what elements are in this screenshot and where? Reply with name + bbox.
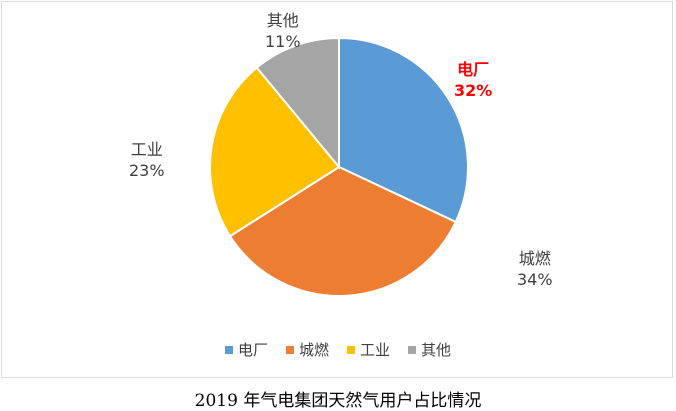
legend-swatch-industry [347,345,355,354]
label-city-gas: 城燃 34% [517,248,553,290]
legend-item-city-gas: 城燃 [285,339,329,360]
label-other: 其他 11% [265,10,301,52]
slice-city-gas [228,165,458,297]
label-city-gas-percent: 34% [517,270,553,289]
label-power-plant: 电厂 32% [454,59,492,101]
legend-label-other: 其他 [421,341,452,359]
label-other-percent: 11% [265,32,301,51]
legend-label-power-plant: 电厂 [237,341,268,359]
label-other-name: 其他 [266,11,299,30]
legend: 电厂 城燃 工业 其他 [2,339,674,360]
legend-item-other: 其他 [408,339,451,360]
chart-area: 电厂 32% 城燃 34% 工业 23% 其他 11% 电厂 城燃 工业 其他 [1,1,673,378]
label-power-plant-name: 电厂 [457,60,490,79]
figure-caption: 2019 年气电集团天然气用户占比情况 [194,391,482,411]
legend-item-power-plant: 电厂 [224,339,268,360]
label-industry: 工业 23% [129,139,165,181]
legend-swatch-city-gas [285,345,294,354]
legend-label-city-gas: 城燃 [298,341,329,359]
label-city-gas-name: 城燃 [518,249,551,268]
label-industry-percent: 23% [129,161,165,180]
slice-power-plant [338,36,469,224]
legend-label-industry: 工业 [360,341,391,359]
pie-chart [209,36,469,297]
legend-swatch-other [408,345,417,354]
slice-other [255,36,340,170]
legend-swatch-power-plant [224,345,233,354]
label-industry-name: 工业 [130,140,163,159]
legend-item-industry: 工业 [347,339,390,360]
slice-industry [209,66,341,238]
label-power-plant-percent: 32% [454,81,493,100]
